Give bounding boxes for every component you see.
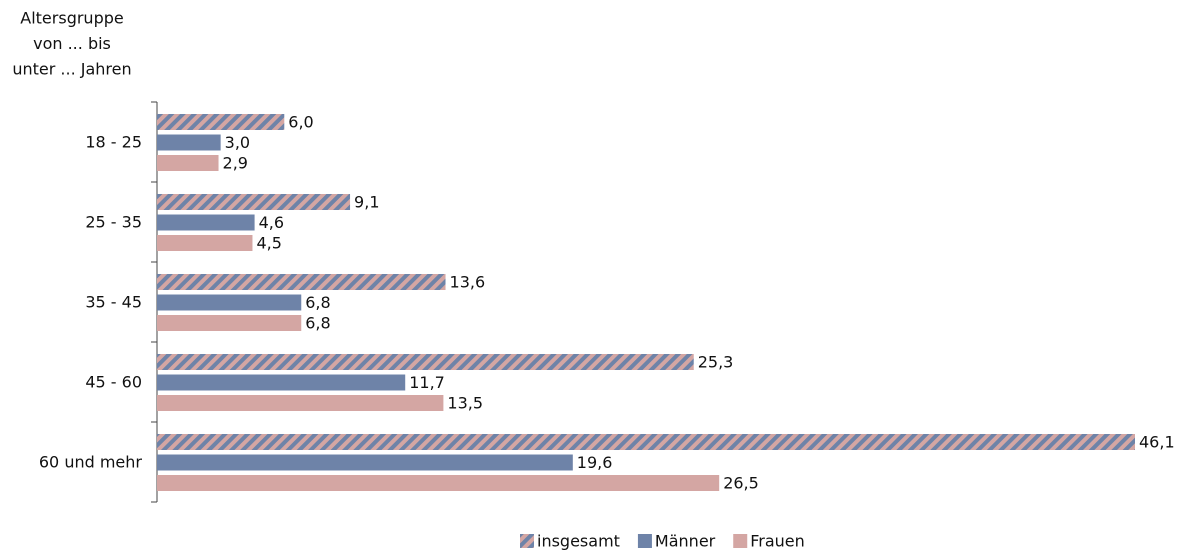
value-label: 13,6 bbox=[450, 273, 486, 292]
legend-label: Frauen bbox=[750, 532, 805, 551]
value-label: 46,1 bbox=[1139, 433, 1175, 452]
legend-label: Männer bbox=[655, 532, 716, 551]
value-label: 3,0 bbox=[225, 133, 250, 152]
value-label: 4,5 bbox=[256, 234, 281, 253]
bar bbox=[157, 134, 221, 151]
legend-swatch bbox=[520, 534, 534, 548]
legend-label: insgesamt bbox=[537, 532, 620, 551]
bar bbox=[157, 395, 444, 411]
value-label: 9,1 bbox=[354, 193, 379, 212]
bar bbox=[157, 114, 285, 130]
bar bbox=[157, 475, 720, 491]
value-label: 4,6 bbox=[259, 213, 284, 232]
bar bbox=[157, 235, 253, 251]
bar bbox=[157, 354, 694, 370]
legend-swatch bbox=[637, 534, 652, 548]
bar bbox=[157, 374, 406, 391]
value-label: 13,5 bbox=[447, 394, 483, 413]
y-tick-label: 35 - 45 bbox=[85, 293, 142, 312]
bar bbox=[157, 454, 573, 471]
bar bbox=[157, 294, 302, 311]
bar bbox=[157, 155, 219, 171]
value-label: 6,8 bbox=[305, 314, 330, 333]
y-tick-label: 60 und mehr bbox=[39, 453, 143, 472]
bar bbox=[157, 214, 255, 231]
value-label: 19,6 bbox=[577, 453, 613, 472]
value-label: 25,3 bbox=[698, 353, 734, 372]
y-axis-title: Altersgruppe bbox=[20, 9, 123, 28]
y-axis-title: unter ... Jahren bbox=[12, 60, 131, 79]
bar bbox=[157, 194, 351, 210]
y-tick-label: 45 - 60 bbox=[85, 373, 142, 392]
bar bbox=[157, 434, 1135, 450]
y-tick-label: 18 - 25 bbox=[85, 133, 142, 152]
legend-swatch bbox=[733, 534, 748, 548]
bar bbox=[157, 274, 446, 290]
y-tick-label: 25 - 35 bbox=[85, 213, 142, 232]
bar bbox=[157, 315, 302, 331]
value-label: 11,7 bbox=[409, 373, 445, 392]
value-label: 6,8 bbox=[305, 293, 330, 312]
value-label: 6,0 bbox=[288, 113, 313, 132]
value-label: 26,5 bbox=[723, 474, 759, 493]
value-label: 2,9 bbox=[223, 154, 248, 173]
y-axis-title: von ... bis bbox=[33, 34, 111, 53]
